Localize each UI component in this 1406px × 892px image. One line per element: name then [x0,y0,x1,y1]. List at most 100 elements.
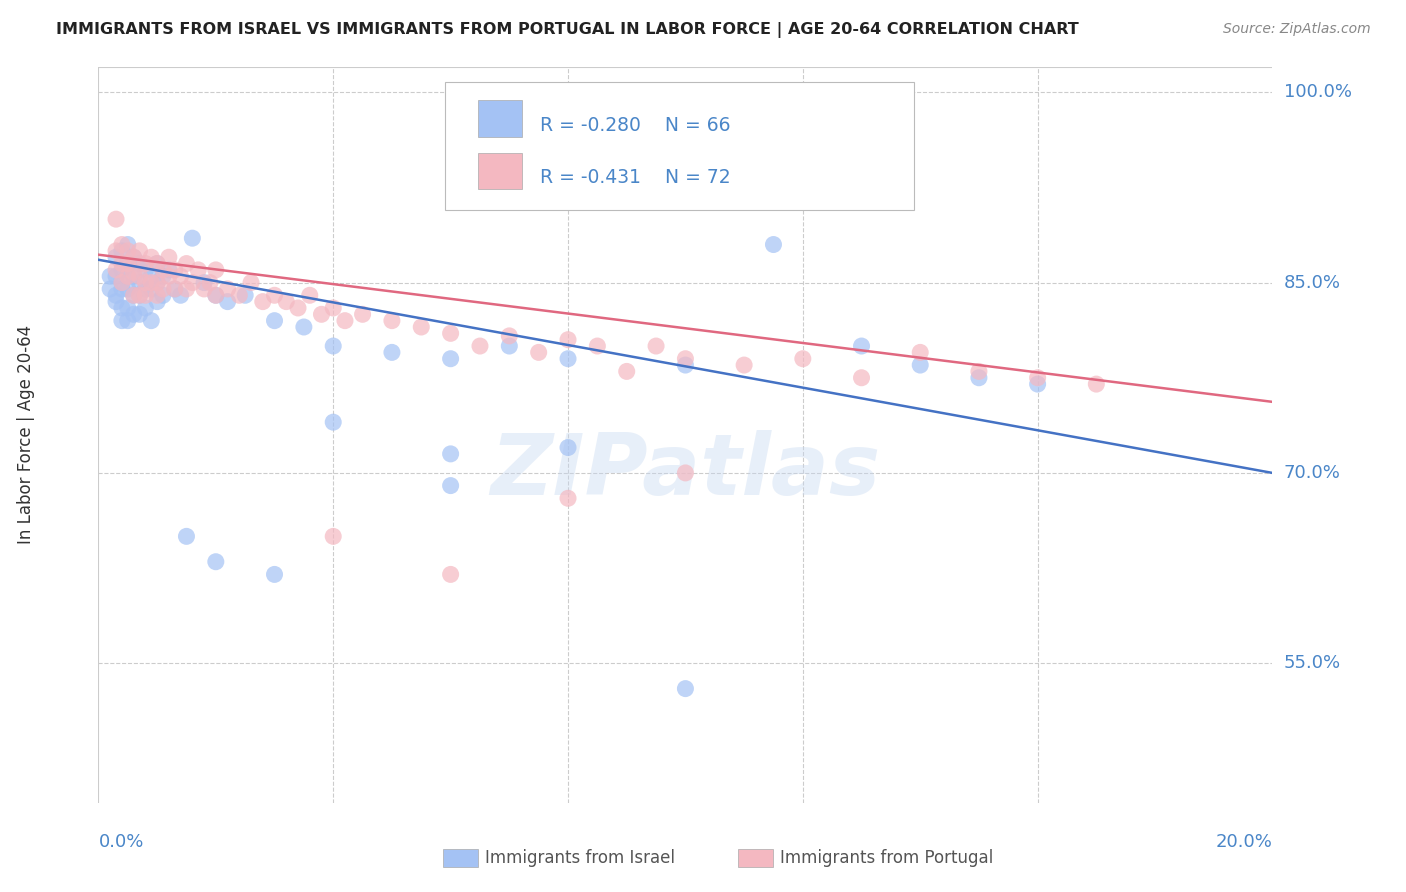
Point [152,288,174,302]
Bar [478,153,522,189]
Point [1026,377,1049,392]
Point [128,307,150,321]
Point [616,364,638,378]
Point [157,250,180,264]
Point [128,256,150,270]
Point [181,276,204,290]
Point [645,339,668,353]
Point [1085,377,1108,392]
Point [252,294,274,309]
Point [851,370,873,384]
Point [468,339,491,353]
Point [122,265,145,279]
Point [298,288,321,302]
Point [352,307,374,321]
Point [675,358,697,372]
Point [205,288,228,302]
Point [122,288,145,302]
Point [586,339,609,353]
Point [141,269,163,284]
Point [141,282,163,296]
Point [117,282,139,296]
Point [322,301,344,315]
Text: 70.0%: 70.0% [1284,464,1340,482]
FancyBboxPatch shape [444,81,914,211]
Point [146,256,169,270]
Point [111,256,134,270]
Point [122,269,145,284]
Point [163,282,186,296]
Text: 85.0%: 85.0% [1284,274,1340,292]
Point [141,276,163,290]
Point [134,288,156,302]
Point [263,313,285,327]
Point [263,288,285,302]
Point [146,288,169,302]
Text: 100.0%: 100.0% [1284,83,1351,102]
Point [122,307,145,321]
Point [498,329,520,343]
Point [205,288,228,302]
Point [134,276,156,290]
Point [117,244,139,258]
Point [105,294,128,309]
Text: Immigrants from Israel: Immigrants from Israel [485,849,675,867]
Point [557,351,579,366]
Point [134,282,156,296]
Text: In Labor Force | Age 20-64: In Labor Force | Age 20-64 [17,326,35,544]
Point [98,282,121,296]
Point [193,282,215,296]
Point [527,345,550,359]
Point [967,364,990,378]
Point [128,288,150,302]
Point [111,276,134,290]
Point [792,351,814,366]
Point [322,529,344,543]
Point [967,370,990,384]
Point [381,313,404,327]
Point [228,288,250,302]
Point [134,263,156,277]
Point [205,555,228,569]
Text: 55.0%: 55.0% [1284,654,1341,673]
Bar [478,101,522,136]
Point [240,276,263,290]
Point [675,351,697,366]
Point [105,250,128,264]
Point [1026,370,1049,384]
Point [287,301,309,315]
Point [176,256,198,270]
Point [157,263,180,277]
Point [163,263,186,277]
Point [439,478,461,492]
Point [117,256,139,270]
Point [146,256,169,270]
Point [176,529,198,543]
Point [146,276,169,290]
Point [117,313,139,327]
Point [122,288,145,302]
Point [134,256,156,270]
Point [105,212,128,227]
Point [411,320,433,334]
Point [910,345,932,359]
Point [157,269,180,284]
Point [263,567,285,582]
Point [111,276,134,290]
Point [128,269,150,284]
Point [111,244,134,258]
Point [117,256,139,270]
Point [152,269,174,284]
Point [111,263,134,277]
Point [675,466,697,480]
Point [205,263,228,277]
Point [557,441,579,455]
Point [146,294,169,309]
Point [439,351,461,366]
Point [439,326,461,341]
Text: R = -0.431    N = 72: R = -0.431 N = 72 [540,169,731,187]
Point [111,313,134,327]
Point [193,276,215,290]
Point [128,244,150,258]
Point [141,250,163,264]
